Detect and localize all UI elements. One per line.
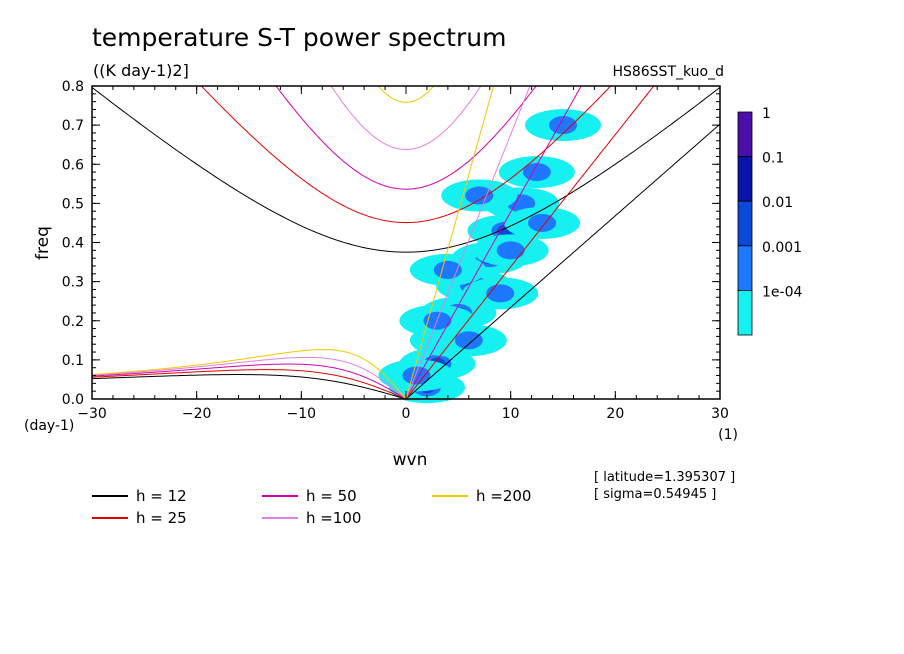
y-tick-label: 0.5 [62, 196, 84, 212]
dispersion-curve [405, 123, 720, 399]
chart-title: temperature S-T power spectrum [92, 23, 506, 52]
y-tick-label: 0.3 [62, 275, 84, 291]
colorbar: 1 0.1 0.01 0.001 1e-04 [737, 106, 802, 336]
legend: h = 12 h = 25 h = 50 h =100 h =200 [92, 487, 531, 527]
colorbar-swatch [737, 111, 753, 157]
x-tick-label: −20 [182, 406, 212, 422]
x-tick-label: 10 [502, 406, 520, 422]
dispersion-curve [330, 86, 482, 151]
colorbar-label: 1 [762, 106, 771, 122]
contour-region [528, 213, 557, 232]
colorbar-swatch [737, 200, 753, 247]
dispersion-curve [92, 369, 407, 399]
contour-region [522, 163, 551, 182]
y-tick-label: 0.1 [62, 353, 84, 369]
dispersion-curve [92, 363, 407, 399]
dispersion-curves [92, 86, 720, 399]
y-tick-label: 0.6 [62, 157, 84, 173]
dispersion-curve [377, 86, 435, 103]
colorbar-swatch [737, 156, 753, 202]
x-tick-label: −10 [287, 406, 317, 422]
plot-frame [91, 85, 721, 400]
colorbar-swatch [737, 289, 753, 336]
x-axis-unit: (1) [718, 427, 738, 443]
contour-region [486, 284, 515, 303]
x-tick-label: 20 [606, 406, 624, 422]
contour-region [496, 241, 525, 260]
contour-region [454, 331, 483, 350]
y-tick-label: 0.0 [62, 392, 84, 408]
dispersion-curve [405, 86, 495, 399]
colorbar-label: 0.1 [762, 151, 784, 167]
colorbar-swatch [737, 245, 753, 291]
dispersion-curve [405, 86, 531, 399]
spectrum-contours [378, 109, 601, 404]
colorbar-label: 1e-04 [762, 284, 802, 300]
dispersion-curve [92, 356, 407, 399]
dispersion-curve [92, 349, 407, 399]
dispersion-curve [405, 86, 655, 399]
legend-label: h = 50 [306, 487, 357, 505]
legend-label: h =100 [306, 509, 361, 527]
x-tick-label: 0 [402, 406, 411, 422]
contour-region [433, 260, 462, 279]
contour-region [402, 366, 431, 385]
contour-region [465, 186, 494, 205]
y-axis-label: freq [33, 226, 53, 260]
colorbar-label: 0.01 [762, 195, 793, 211]
run-name: HS86SST_kuo_d [612, 64, 724, 80]
legend-label: h =200 [476, 487, 531, 505]
dispersion-curve [92, 87, 720, 253]
dispersion-curve [200, 86, 612, 224]
legend-label: h = 12 [136, 487, 187, 505]
latitude-annotation: [ latitude=1.395307 ] [594, 470, 735, 485]
y-tick-label: 0.4 [62, 236, 84, 252]
x-axis-label: wvn [393, 450, 428, 470]
x-tick-label: 30 [711, 406, 729, 422]
sigma-annotation: [ sigma=0.54945 ] [594, 487, 716, 502]
y-tick-label: 0.7 [62, 118, 84, 134]
dispersion-curve [92, 374, 407, 399]
legend-label: h = 25 [136, 509, 187, 527]
axis-ticks: −30 −20 −10 0 10 20 30 0.0 0.1 0.2 0.3 0.4 0.5 0.6 0.7… [62, 79, 729, 422]
x-tick-label: −30 [77, 406, 107, 422]
y-axis-unit: (day-1) [24, 418, 74, 434]
y-tick-label: 0.2 [62, 314, 84, 330]
dispersion-curve [275, 86, 537, 190]
dispersion-curve [405, 86, 582, 399]
colorbar-label: 0.001 [762, 240, 802, 256]
contour-region [549, 116, 577, 135]
y-tick-label: 0.8 [62, 79, 84, 95]
chart-units: ((K day-1)2] [93, 61, 189, 80]
